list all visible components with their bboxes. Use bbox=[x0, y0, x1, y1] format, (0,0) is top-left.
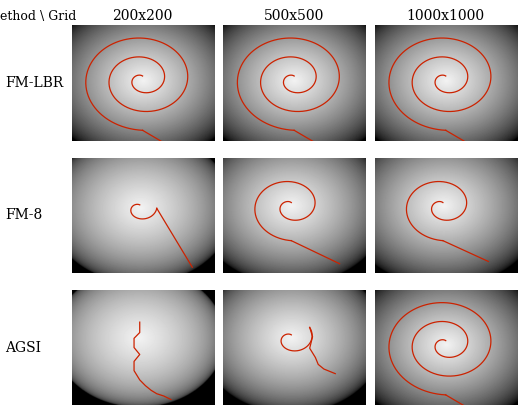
Text: 500x500: 500x500 bbox=[264, 9, 324, 23]
Text: 1000x1000: 1000x1000 bbox=[407, 9, 485, 23]
Text: 200x200: 200x200 bbox=[112, 9, 173, 23]
Text: AGSI: AGSI bbox=[5, 341, 41, 354]
Text: FM-LBR: FM-LBR bbox=[5, 76, 64, 90]
Text: FM-8: FM-8 bbox=[5, 208, 42, 222]
Text: ethod \ Grid: ethod \ Grid bbox=[0, 10, 76, 23]
